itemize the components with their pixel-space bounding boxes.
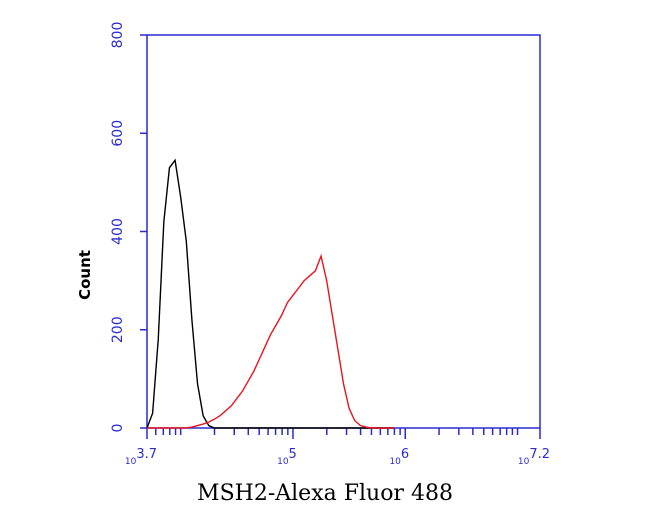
x-tick-label: 106 [389,447,409,467]
y-tick-label: 200 [110,316,126,343]
y-tick-label: 0 [110,424,126,433]
x-tick-exponent: 6 [401,447,409,462]
x-tick-label: 107.2 [518,447,550,467]
y-tick-label: 600 [110,120,126,147]
x-tick-base: 10 [518,457,530,467]
x-tick-base: 10 [125,457,137,467]
histogram-line [146,158,395,429]
x-axis-label: MSH2-Alexa Fluor 488 [197,481,453,506]
y-tick-label: 400 [110,218,126,245]
x-tick-exponent: 3.7 [136,447,157,462]
x-tick-base: 10 [389,457,401,467]
y-axis-label: Count [76,250,94,300]
x-tick-exponent: 5 [289,447,297,462]
x-tick-exponent: 7.2 [529,447,550,462]
x-tick-base: 10 [277,457,289,467]
x-tick-label: 103.7 [125,447,157,467]
plot-frame [146,34,541,429]
x-tick-label: 105 [277,447,297,467]
histogram-line [147,253,395,429]
y-tick-label: 800 [110,22,126,49]
